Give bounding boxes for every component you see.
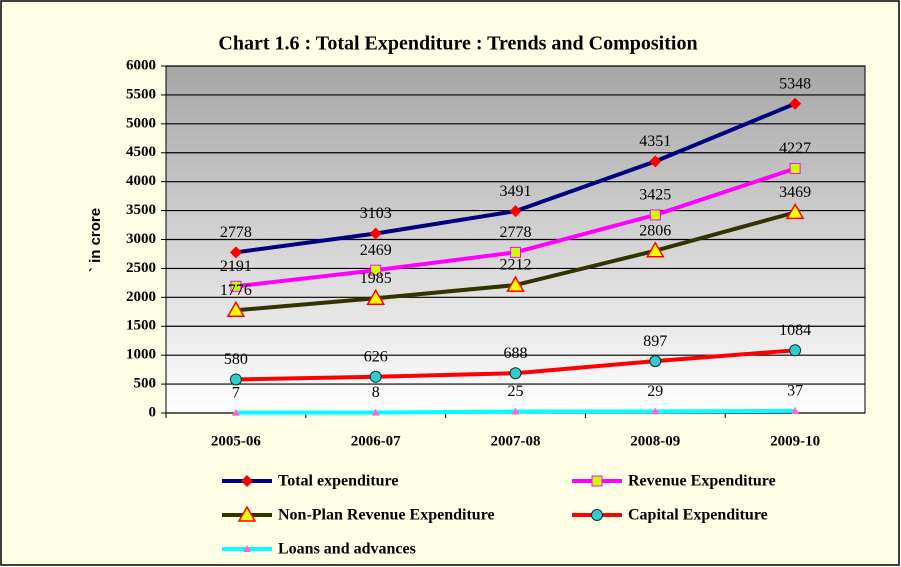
legend-marker (243, 545, 251, 552)
data-label: 897 (643, 333, 667, 350)
data-point (785, 202, 805, 220)
data-label: 2778 (500, 224, 532, 241)
x-tick-label: 2005-06 (211, 433, 261, 449)
y-tick-label: 1500 (126, 318, 156, 334)
legend-label: Revenue Expenditure (628, 473, 776, 490)
legend-marker (237, 505, 257, 522)
data-point (646, 241, 665, 258)
data-point (649, 155, 662, 168)
x-tick-label: 2007-08 (491, 433, 541, 449)
data-point (509, 205, 522, 218)
data-label: 3103 (360, 205, 392, 222)
data-label: 2212 (500, 257, 532, 274)
data-label: 580 (224, 351, 248, 368)
data-point (506, 275, 525, 292)
legend-label: Total expenditure (278, 473, 398, 490)
data-point (789, 97, 802, 110)
legend-marker (591, 509, 603, 521)
data-label: 4351 (639, 133, 671, 150)
y-tick-label: 4000 (126, 173, 156, 189)
y-tick-label: 500 (134, 376, 157, 392)
data-point (230, 280, 242, 292)
data-label: 2806 (639, 222, 671, 239)
data-label: 8 (372, 384, 380, 401)
data-label: 29 (647, 383, 663, 400)
y-tick-label: 4500 (126, 144, 156, 160)
x-tick-label: 2009-10 (770, 433, 820, 449)
data-label: 2469 (360, 242, 392, 259)
legend-marker (241, 475, 253, 487)
data-label: 688 (504, 345, 528, 362)
data-point (369, 370, 382, 383)
data-point (510, 246, 521, 258)
data-label: 2191 (220, 258, 252, 275)
data-point (789, 344, 802, 357)
data-label: 1084 (779, 322, 811, 339)
legend-marker (591, 475, 603, 487)
data-point (226, 300, 246, 318)
y-tick-label: 0 (149, 404, 157, 420)
data-label: 2778 (220, 224, 252, 241)
data-point (651, 407, 660, 415)
data-point (371, 408, 380, 416)
data-point (649, 355, 662, 368)
data-label: 1776 (220, 282, 252, 299)
chart-title: Chart 1.6 : Total Expenditure : Trends a… (218, 33, 697, 55)
legend-label: Loans and advances (278, 541, 416, 558)
data-label: 3491 (500, 183, 532, 200)
data-label: 3425 (639, 187, 671, 204)
data-point (789, 163, 801, 175)
data-label: 7 (232, 384, 240, 401)
data-point (231, 408, 240, 416)
data-label: 25 (508, 383, 524, 400)
data-point (366, 288, 385, 305)
y-tick-label: 3000 (126, 231, 156, 247)
data-label: 1985 (360, 270, 392, 287)
data-point (509, 367, 522, 380)
data-label: 4227 (779, 140, 811, 157)
x-tick-label: 2008-09 (630, 433, 680, 449)
data-point (229, 373, 242, 386)
y-tick-label: 6000 (126, 57, 156, 73)
data-label: 3469 (779, 184, 811, 201)
data-point (370, 264, 382, 276)
data-point (511, 407, 520, 415)
data-point (369, 227, 382, 240)
data-label: 37 (787, 383, 803, 400)
y-tick-label: 5500 (126, 86, 156, 102)
y-tick-label: 2000 (126, 289, 156, 305)
data-point (791, 406, 800, 414)
data-point (229, 246, 242, 259)
y-tick-label: 3500 (126, 202, 156, 218)
legend-label: Capital Expenditure (628, 507, 768, 524)
x-tick-label: 2006-07 (351, 433, 401, 449)
y-axis-label: ` in crore (87, 208, 104, 272)
y-tick-label: 1000 (126, 347, 156, 363)
legend-label: Non-Plan Revenue Expenditure (278, 507, 495, 524)
y-tick-label: 2500 (126, 260, 156, 276)
data-label: 5348 (779, 75, 811, 92)
data-point (649, 209, 661, 221)
y-tick-label: 5000 (126, 115, 156, 131)
data-label: 626 (364, 348, 388, 365)
